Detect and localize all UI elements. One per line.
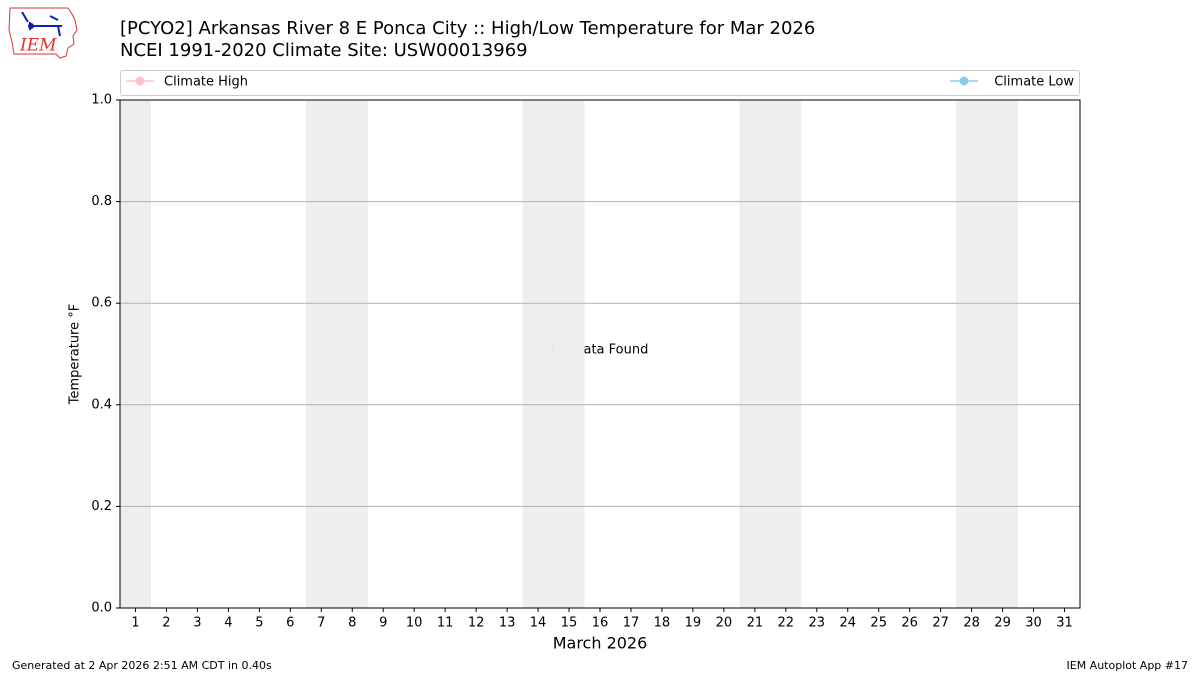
weekend-shade <box>305 100 337 608</box>
weekend-shade <box>987 100 1019 608</box>
x-tick-label: 9 <box>379 616 387 631</box>
x-tick-label: 17 <box>623 616 640 631</box>
weekend-shade <box>956 100 988 608</box>
weekend-shade <box>120 100 151 608</box>
x-tick-label: 4 <box>224 616 232 631</box>
weekend-shade <box>336 100 368 608</box>
plot-frame <box>119 99 1081 609</box>
x-tick-label: 25 <box>870 616 887 631</box>
plot <box>120 99 1080 609</box>
x-tick-label: 6 <box>286 616 294 631</box>
legend-label: Climate Low <box>994 75 1074 90</box>
x-tick-label: 14 <box>530 616 547 631</box>
x-tick-label: 29 <box>994 616 1011 631</box>
y-axis-label: Temperature °F <box>68 304 83 405</box>
legend-box <box>120 70 1080 96</box>
legend-label: Climate High <box>164 75 248 90</box>
logo-text: IEM <box>19 36 57 56</box>
x-tick-label: 24 <box>839 616 856 631</box>
y-tick-label: 0.6 <box>91 296 112 311</box>
logo-dot <box>28 23 34 29</box>
y-tick-label: 0.2 <box>91 499 112 514</box>
weekend-shade <box>739 100 771 608</box>
x-tick-label: 18 <box>654 616 671 631</box>
footer-left: Generated at 2 Apr 2026 2:51 AM CDT in 0… <box>12 659 272 672</box>
legend-marker <box>959 76 969 86</box>
x-tick-label: 15 <box>561 616 578 631</box>
weekend-shade <box>770 100 802 608</box>
y-tick-label: 1.0 <box>91 93 112 108</box>
x-tick-label: 2 <box>162 616 170 631</box>
x-tick-label: 16 <box>592 616 609 631</box>
x-tick-label: 31 <box>1056 616 1073 631</box>
x-tick-label: 27 <box>932 616 949 631</box>
x-tick-label: 7 <box>317 616 325 631</box>
x-tick-label: 3 <box>193 616 201 631</box>
x-tick-label: 1 <box>131 616 139 631</box>
x-tick-label: 12 <box>468 616 485 631</box>
y-tick-label: 0.8 <box>91 194 112 209</box>
chart-title: [PCYO2] Arkansas River 8 E Ponca City ::… <box>120 18 815 39</box>
logo: IEM <box>8 7 78 59</box>
x-tick-label: 13 <box>499 616 516 631</box>
x-tick-label: 28 <box>963 616 980 631</box>
x-tick-label: 10 <box>406 616 423 631</box>
x-tick-label: 5 <box>255 616 263 631</box>
weekend-shade <box>522 100 554 608</box>
legend-marker <box>135 76 145 86</box>
footer-right: IEM Autoplot App #17 <box>1067 659 1189 672</box>
chart-subtitle: NCEI 1991-2020 Climate Site: USW00013969 <box>120 40 528 61</box>
x-axis-label: March 2026 <box>553 634 648 653</box>
x-tick-label: 19 <box>685 616 702 631</box>
x-tick-label: 30 <box>1025 616 1042 631</box>
legend-item: Climate High <box>126 75 248 90</box>
x-tick-label: 22 <box>778 616 795 631</box>
y-tick-label: 0.0 <box>91 601 112 616</box>
x-tick-label: 23 <box>809 616 826 631</box>
legend-item: Climate Low <box>950 75 1074 90</box>
x-tick-label: 26 <box>901 616 918 631</box>
x-tick-label: 8 <box>348 616 356 631</box>
x-tick-label: 20 <box>716 616 733 631</box>
x-tick-label: 11 <box>437 616 454 631</box>
y-tick-label: 0.4 <box>91 397 112 412</box>
x-tick-label: 21 <box>747 616 764 631</box>
weekend-shade <box>553 100 585 608</box>
